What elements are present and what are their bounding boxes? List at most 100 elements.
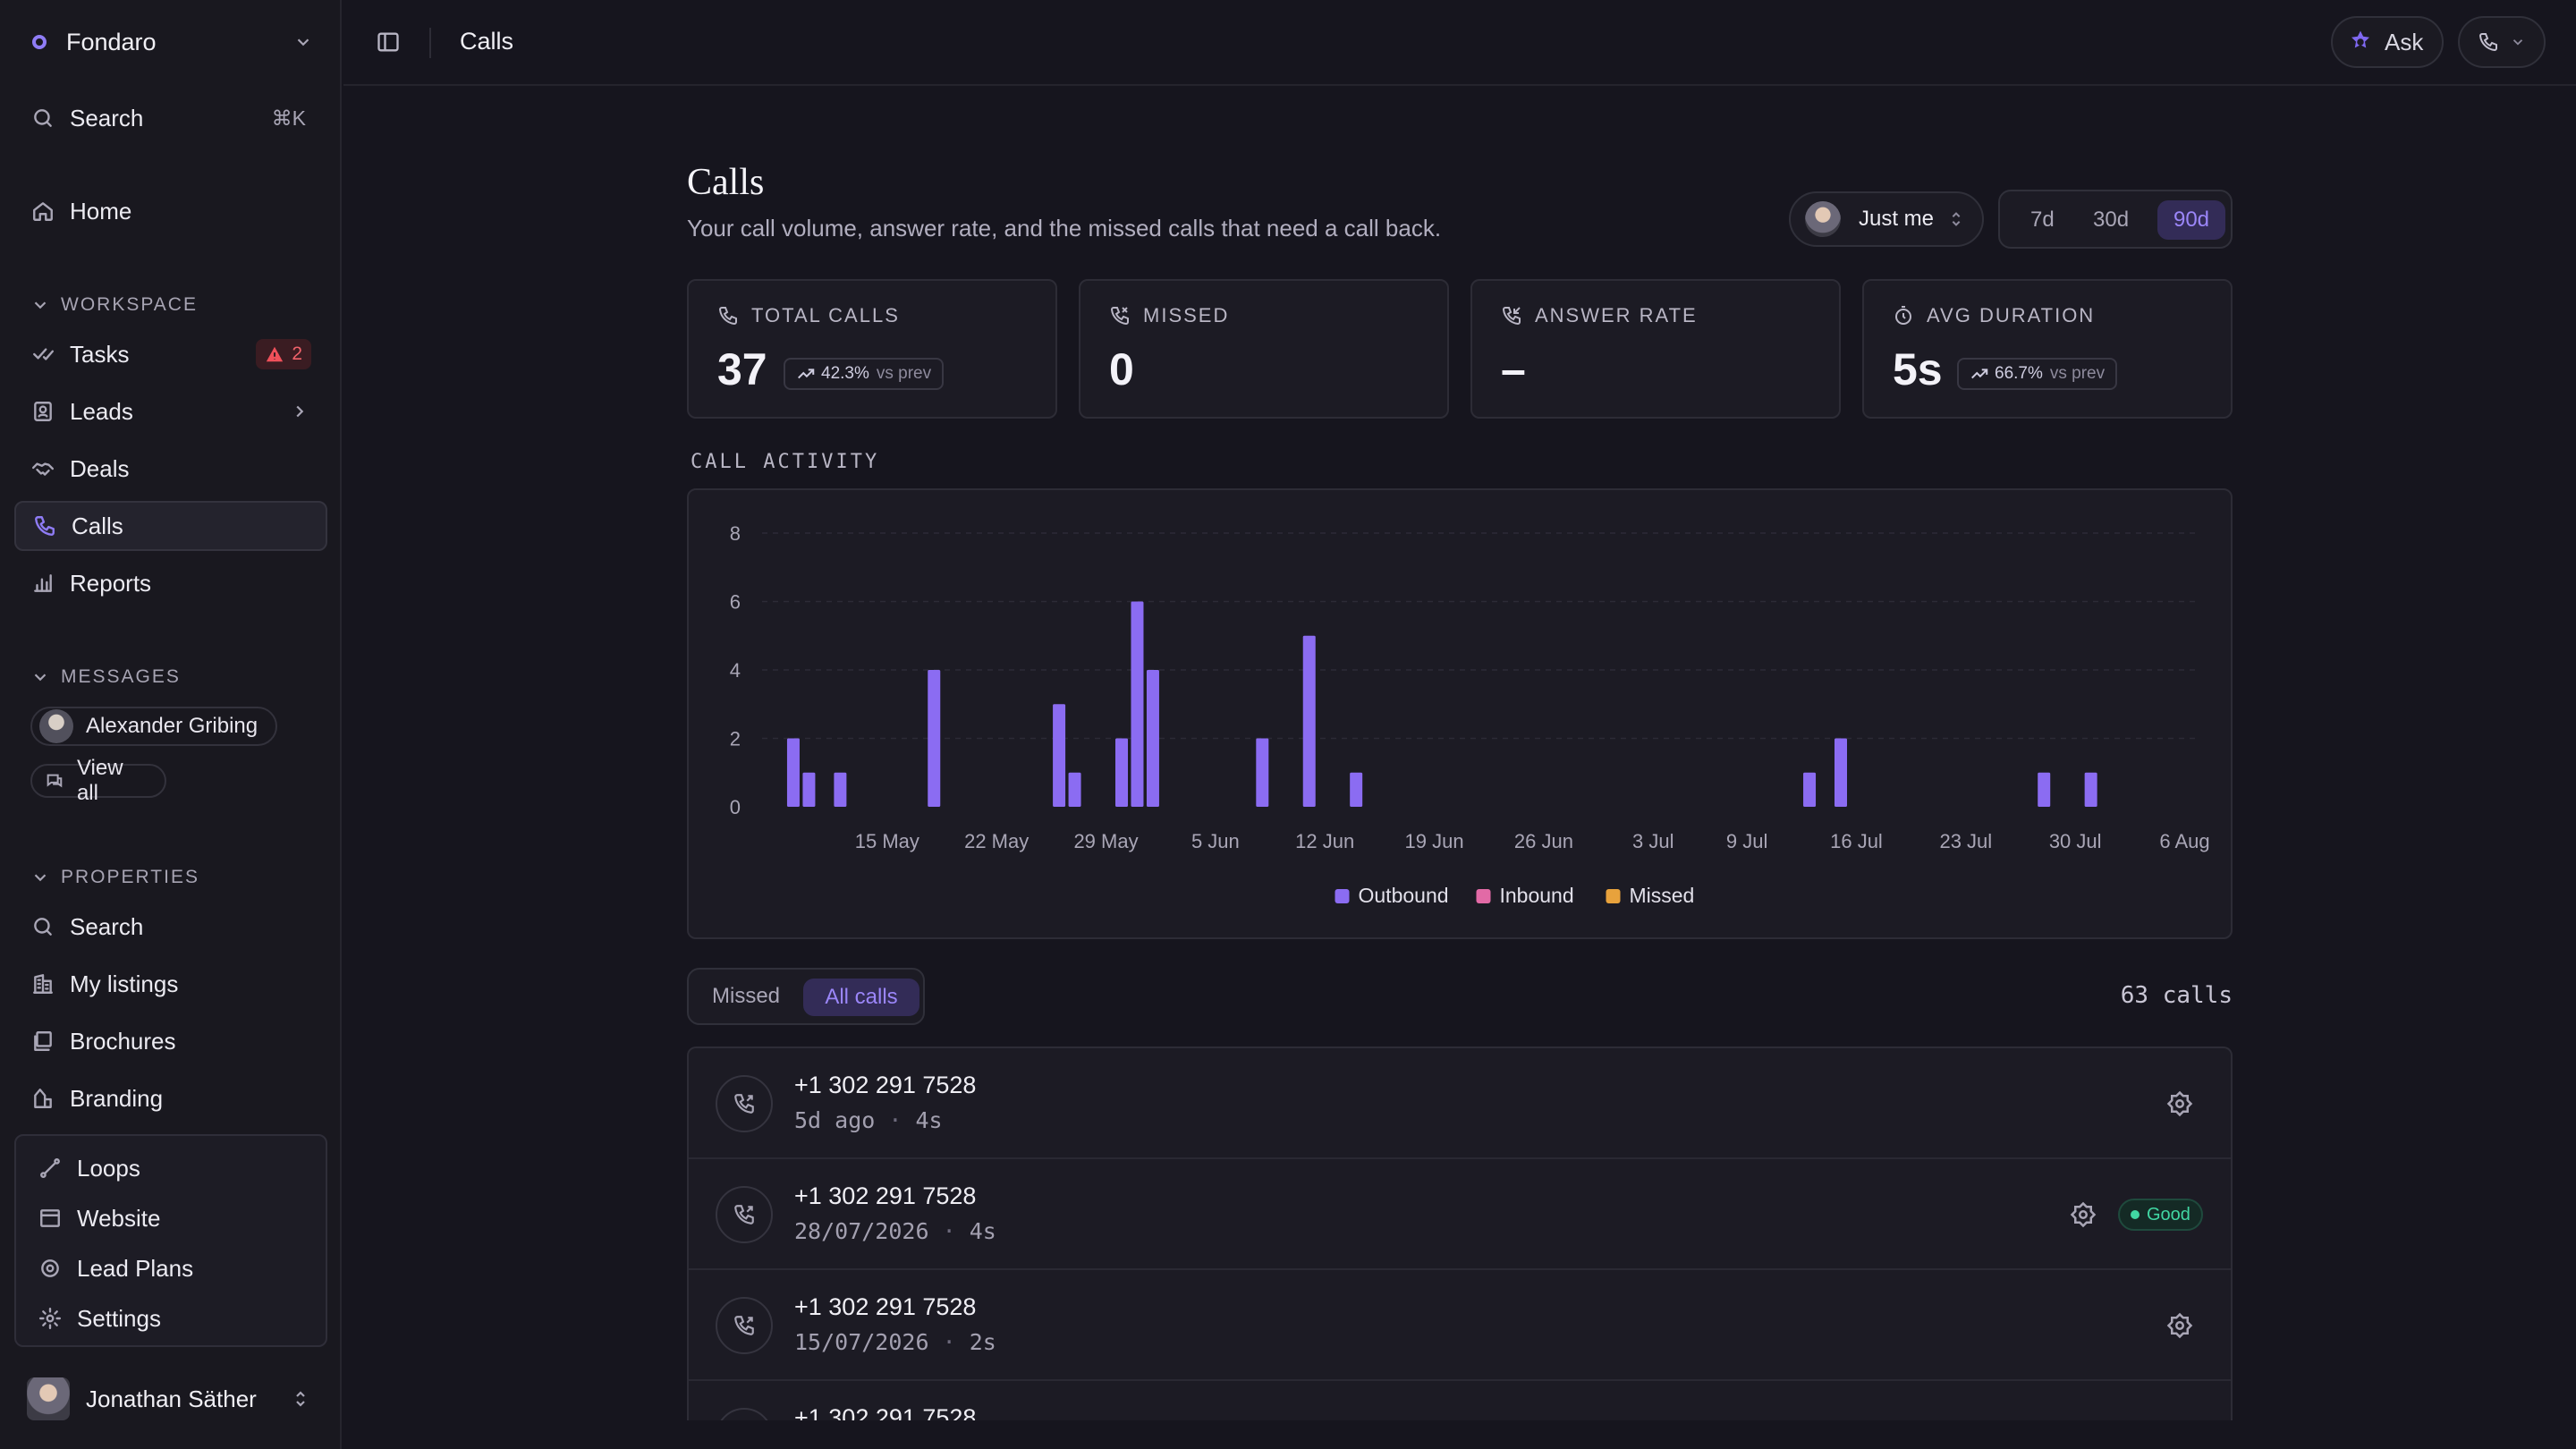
message-contact-chip[interactable]: Alexander Gribing [30,707,277,746]
search-button[interactable]: Search ⌘K [14,93,327,143]
timer-icon [1895,306,1911,325]
separator: · [942,1329,956,1355]
tab-missed[interactable]: Missed [712,984,781,1008]
range-7d[interactable]: 7d [2030,208,2055,232]
call-row[interactable]: +1 302 291 7528 28/07/2026 · 4s Good [689,1159,2231,1270]
chevron-down-icon [34,674,47,682]
sidebar-item-label: Brochures [70,1027,176,1055]
call-settings-icon[interactable] [2070,1201,2097,1228]
sidebar-item-tasks[interactable]: Tasks 2 [14,329,327,379]
menu-item-label: Lead Plans [77,1254,194,1282]
call-time: 5d ago [794,1107,876,1133]
call-time: 15/07/2026 [794,1329,929,1355]
stat-delta-badge: 42.3% vs prev [784,358,945,390]
workspace-section-toggle[interactable]: WORKSPACE [30,292,198,318]
search-icon [29,104,57,132]
call-meta: 5d ago · 4s [794,1107,943,1133]
bar-chart-icon [29,569,57,597]
sidebar-item-brochures[interactable]: Brochures [14,1016,327,1066]
sidebar-item-calls[interactable]: Calls [14,501,327,551]
workspace-name: Fondaro [66,28,157,55]
legend-label: Outbound [1359,884,1449,907]
bar [1131,601,1144,807]
tab-all-calls[interactable]: All calls [803,979,919,1016]
sidebar-item-label: Tasks [70,340,130,368]
view-all-messages-button[interactable]: View all [30,756,166,805]
stat-label: ANSWER RATE [1501,304,1698,327]
sidebar-item-deals[interactable]: Deals [14,444,327,494]
sidebar-item-leads[interactable]: Leads [14,386,327,436]
y-tick-label: 8 [730,522,741,545]
call-row[interactable]: +1 302 291 7528 15/07/2026 · 2s [689,1270,2231,1381]
checkmarks-icon [29,340,57,369]
legend-swatch [1476,889,1491,903]
menu-item-website[interactable]: Website [21,1195,320,1241]
building-icon [29,970,57,998]
call-time: 28/07/2026 [794,1218,929,1244]
user-menu[interactable]: Jonathan Säther [14,1372,327,1426]
stat-label: AVG DURATION [1893,304,2095,327]
sidebar-item-my-listings[interactable]: My listings [14,959,327,1009]
bar [1256,738,1269,807]
brochure-icon [29,1027,57,1055]
sidebar-item-label: Calls [72,512,123,539]
avatar [1805,201,1841,237]
owner-filter-select[interactable]: Just me [1789,191,1984,247]
chat-bubbles-icon [47,774,63,788]
stat-card-missed: MISSED 0 [1079,279,1449,419]
tasks-alert-badge: 2 [256,339,311,369]
properties-section-toggle[interactable]: PROPERTIES [30,864,199,891]
breadcrumb: Calls [460,28,514,55]
sidebar-item-property-search[interactable]: Search [14,902,327,952]
gear-icon [36,1304,64,1333]
x-tick-label: 22 May [964,830,1029,852]
menu-item-label: Loops [77,1154,140,1182]
call-settings-icon[interactable] [2166,1312,2193,1339]
stat-label: MISSED [1109,304,1229,327]
workspace-switcher[interactable]: Fondaro [14,16,327,68]
range-90d[interactable]: 90d [2157,200,2225,240]
section-title: WORKSPACE [61,294,198,315]
status-dot [2131,1210,2140,1219]
bar [928,670,941,807]
browser-window-icon [36,1204,64,1233]
x-tick-label: 16 Jul [1830,830,1883,852]
menu-item-loops[interactable]: Loops [21,1145,320,1191]
messages-section-toggle[interactable]: MESSAGES [30,664,181,691]
dialer-dropdown-button[interactable] [2458,16,2546,68]
quality-badge: Good [2118,1199,2203,1231]
y-tick-label: 2 [730,728,741,750]
owner-filter-label: Just me [1859,207,1935,231]
sidebar-item-home[interactable]: Home [14,186,327,236]
y-tick-label: 6 [730,591,741,614]
call-duration: 4s [969,1218,996,1244]
ask-ai-button[interactable]: Ask [2331,16,2444,68]
y-tick-label: 0 [730,796,741,818]
legend-label: Inbound [1500,884,1574,907]
bar [834,772,847,807]
call-type-icon [716,1297,773,1354]
sidebar-item-label: Leads [70,397,133,425]
call-row[interactable]: +1 302 291 7528 5d ago · 4s [689,1048,2231,1159]
range-30d[interactable]: 30d [2093,208,2130,232]
toggle-sidebar-icon[interactable] [376,30,401,55]
menu-item-settings[interactable]: Settings [21,1295,320,1342]
x-tick-label: 6 Aug [2159,830,2209,852]
sidebar-item-branding[interactable]: Branding [14,1073,327,1123]
chevron-down-icon [2512,39,2523,46]
target-icon [36,1254,64,1283]
more-menu: Loops Website Lead Plans Settings [14,1134,327,1347]
call-settings-icon[interactable] [2166,1090,2193,1117]
user-name: Jonathan Säther [86,1385,257,1412]
x-tick-label: 9 Jul [1726,830,1767,852]
phone-icon [30,512,59,540]
menu-item-lead-plans[interactable]: Lead Plans [21,1245,320,1292]
chevron-down-icon [34,874,47,882]
sidebar-item-reports[interactable]: Reports [14,558,327,608]
stat-delta-value: 66.7% [1995,364,2043,383]
chevron-down-icon [297,38,309,47]
stat-label-text: MISSED [1143,304,1230,326]
loop-icon [36,1154,64,1182]
page-subtitle: Your call volume, answer rate, and the m… [687,215,1442,242]
stat-value: – [1501,344,1526,394]
